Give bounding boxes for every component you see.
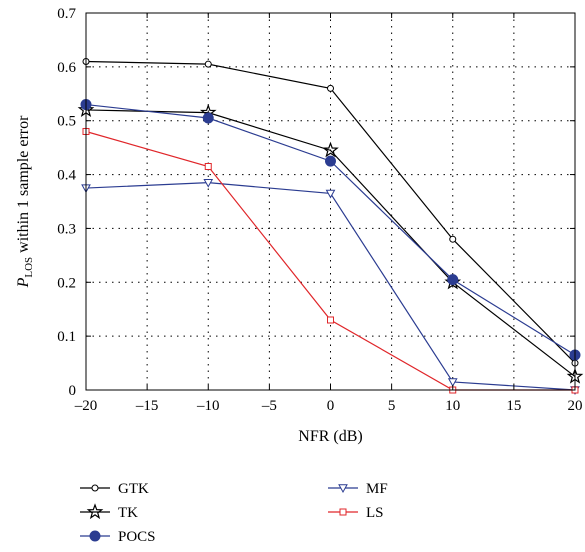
- x-tick-label: –15: [135, 398, 159, 414]
- marker-star-open: [322, 141, 339, 158]
- y-tick-label: 0.2: [57, 275, 76, 291]
- x-tick-label: 10: [445, 398, 460, 414]
- y-tick-label: 0.3: [57, 221, 76, 237]
- legend-item-gtk: GTK: [80, 481, 149, 497]
- x-tick-label: 0: [327, 398, 335, 414]
- grid: [86, 13, 575, 390]
- marker-circle-filled: [202, 112, 214, 124]
- y-axis-label-p: P: [15, 277, 32, 288]
- y-tick-label: 0.5: [57, 114, 76, 130]
- marker-square-open: [204, 162, 212, 170]
- marker-circle-open: [204, 60, 212, 68]
- x-axis-label: NFR (dB): [298, 428, 362, 445]
- legend-label: POCS: [118, 529, 156, 545]
- marker-square-open: [327, 316, 334, 324]
- marker-circle-open: [327, 84, 334, 92]
- y-axis-label-sub: LOS: [23, 257, 35, 278]
- marker-triangle-down-open: [325, 189, 336, 199]
- marker-triangle-down-open: [447, 378, 458, 387]
- legend-label: MF: [366, 481, 388, 497]
- x-tick-label: –10: [196, 398, 220, 414]
- x-tick-label: 15: [506, 398, 521, 414]
- marker-circle-filled: [447, 274, 459, 286]
- marker-square-open: [339, 508, 347, 516]
- marker-circle-filled: [89, 530, 101, 542]
- legend-label: TK: [118, 505, 138, 521]
- series-gtk: [82, 57, 579, 367]
- y-tick-label: 0.6: [57, 60, 76, 76]
- series-lines: [77, 57, 584, 396]
- marker-star-open: [86, 503, 104, 520]
- axis-ticks: –20 –15 –10 –5 0 5 10 15 20 0 0.1 0.2 0.3 0.4 0.5 0.6 0.…: [57, 6, 582, 414]
- series-line-tk: [85, 109, 576, 378]
- marker-circle-filled: [325, 155, 336, 167]
- x-tick-label: –5: [261, 398, 277, 414]
- y-tick-label: 0: [69, 383, 77, 399]
- legend-item-pocs: POCS: [80, 529, 156, 545]
- legend-label: LS: [366, 505, 384, 521]
- legend-item-ls: LS: [328, 505, 384, 521]
- legend-label: GTK: [118, 481, 149, 497]
- y-axis-label: PLOS within 1 sample error: [15, 115, 35, 289]
- marker-circle-open: [91, 484, 99, 492]
- series-tk: [77, 101, 584, 384]
- x-tick-label: 5: [388, 398, 396, 414]
- marker-circle-open: [449, 235, 457, 243]
- y-tick-label: 0.7: [57, 6, 76, 22]
- marker-triangle-down-open: [338, 484, 348, 494]
- legend-item-mf: MF: [328, 481, 388, 497]
- x-tick-label: 20: [568, 398, 583, 414]
- marker-triangle-down-open: [203, 178, 214, 188]
- legend: GTK TK POCS MF LS: [80, 481, 388, 545]
- y-axis-label-rest: within 1 sample error: [15, 115, 32, 257]
- legend-item-tk: TK: [80, 503, 138, 521]
- y-tick-label: 0.1: [57, 329, 76, 345]
- y-tick-label: 0.4: [57, 168, 76, 184]
- x-tick-label: –20: [74, 398, 98, 414]
